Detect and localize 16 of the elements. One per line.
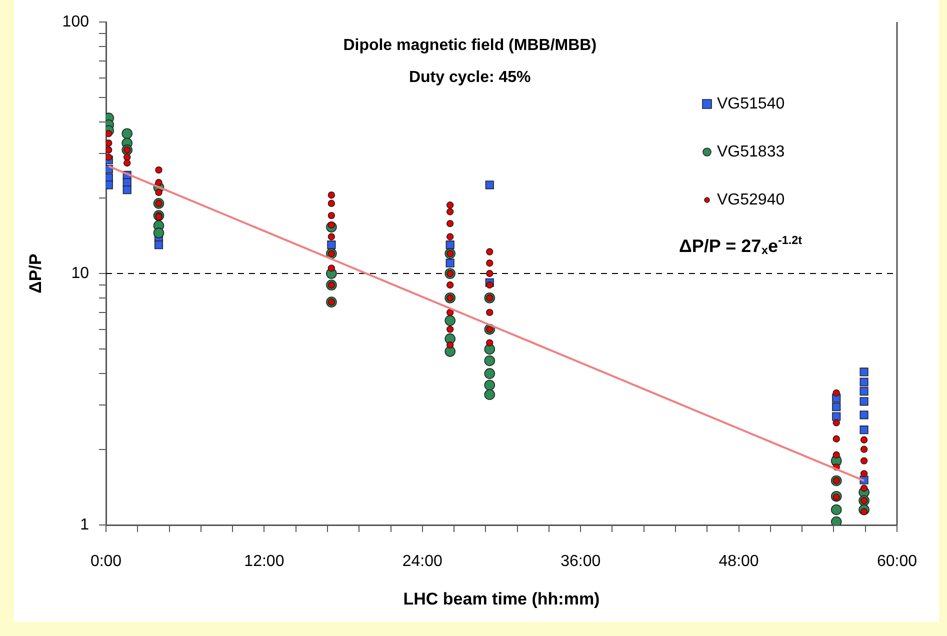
text: Duty cycle: 45%	[408, 69, 531, 86]
y-axis-title: ΔP/P	[26, 254, 45, 294]
text: Dipole magnetic field (MBB/MBB)	[343, 37, 597, 54]
y-tick-label: 10	[71, 264, 90, 282]
x-tick-label: 48:00	[718, 553, 759, 570]
y-tick-label: 1	[80, 516, 90, 534]
x-tick-label: 0:00	[90, 553, 122, 570]
legend-label: VG51540	[717, 95, 785, 112]
legend-label: VG52940	[717, 191, 785, 208]
x-tick-label: 36:00	[560, 553, 601, 570]
x-tick-label: 60:00	[876, 553, 918, 570]
x-axis-title: LHC beam time (hh:mm)	[403, 589, 600, 608]
x-tick-label: 24:00	[402, 553, 443, 570]
y-tick-label: 100	[62, 13, 90, 30]
legend-label: VG51833	[717, 143, 785, 160]
x-tick-label: 12:00	[244, 553, 284, 570]
